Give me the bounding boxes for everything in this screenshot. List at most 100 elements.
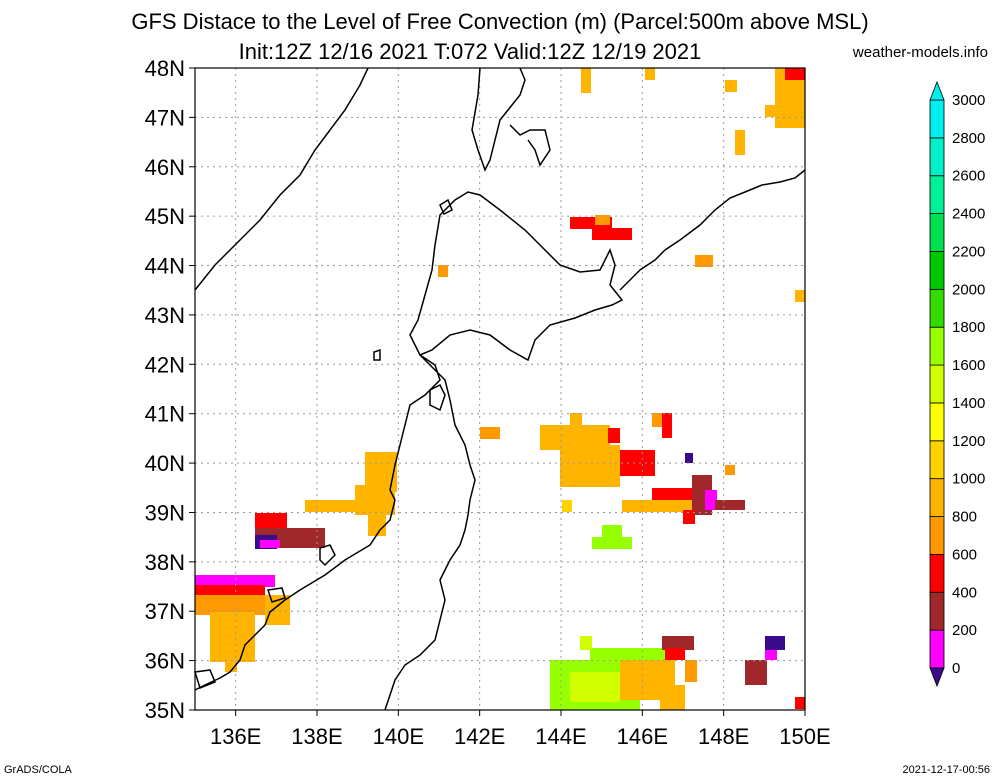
fill-patch (608, 428, 620, 443)
fill-patch (795, 290, 805, 302)
brand-text: weather-models.info (852, 44, 988, 61)
colorbar-segment (929, 137, 945, 177)
fill-patch (195, 585, 265, 597)
lon-label: 146E (617, 724, 668, 749)
lat-label: 36N (145, 649, 185, 674)
colorbar-segment (929, 175, 945, 215)
lat-label: 45N (145, 204, 185, 229)
mainland-coastline (194, 67, 369, 291)
fill-patch (438, 265, 448, 277)
lat-label: 41N (145, 402, 185, 427)
sakhalin-coastline (471, 67, 551, 172)
colorbar-label: 1800 (952, 319, 985, 336)
colorbar-segment (929, 288, 945, 328)
lat-label: 37N (145, 599, 185, 624)
fill-patch (595, 215, 610, 225)
colorbar-bottom-arrow (929, 667, 945, 688)
colorbar-segment (929, 516, 945, 555)
fill-patch (645, 68, 655, 80)
colorbar-label: 2000 (952, 281, 985, 298)
fill-patch (225, 658, 237, 672)
lon-label: 138E (291, 724, 342, 749)
colorbar-label: 2400 (952, 206, 985, 223)
fill-patch (735, 130, 745, 155)
fill-patch (725, 80, 737, 92)
fill-patch (622, 500, 702, 512)
lat-label: 43N (145, 303, 185, 328)
lon-label: 144E (535, 724, 586, 749)
fill-patch (685, 453, 693, 463)
oki-island (267, 587, 286, 603)
lon-label: 136E (210, 724, 261, 749)
fill-patch (665, 648, 685, 660)
colorbar-label: 1400 (952, 395, 985, 412)
sado-island (319, 544, 336, 567)
fill-patch (715, 500, 745, 510)
fill-patch (305, 500, 365, 512)
colorbar-segment (929, 251, 945, 290)
fill-patch (210, 612, 255, 662)
colorbar-segment (929, 326, 945, 366)
fill-patch (795, 697, 805, 709)
footer-credit: GrADS/COLA (4, 764, 72, 776)
fill-patch (580, 636, 592, 650)
lat-label: 38N (145, 550, 185, 575)
fill-patch (562, 500, 572, 512)
fill-patch (745, 660, 767, 685)
colorbar-label: 1000 (952, 471, 985, 488)
noto-peninsula (194, 669, 216, 689)
fill-patch (652, 488, 692, 500)
footer-timestamp: 2021-12-17-00:56 (902, 764, 990, 776)
colorbar-label: 800 (952, 509, 977, 526)
lon-label-layer: 136E 138E 140E 142E 144E 146E 148E 150E (210, 710, 831, 749)
lat-label: 47N (145, 105, 185, 130)
fill-patch (195, 595, 265, 615)
lat-label: 44N (145, 254, 185, 279)
colorbar-segment (929, 554, 945, 593)
lat-label: 46N (145, 155, 185, 180)
colorbar-segment (929, 629, 945, 669)
colorbar: 0 200 400 600 800 1000 1200 1400 1600 1800 2000 220… (929, 80, 985, 688)
fill-patch (620, 450, 655, 476)
fill-patch (695, 255, 713, 267)
colorbar-label: 2600 (952, 168, 985, 185)
lon-label: 142E (454, 724, 505, 749)
colorbar-label: 1600 (952, 357, 985, 374)
tsugaru-peninsula (429, 383, 446, 412)
colorbar-segment (929, 364, 945, 404)
chart-subtitle: Init:12Z 12/16 2021 T:072 Valid:12Z 12/1… (238, 39, 702, 64)
lfc-fill-layer (195, 68, 805, 710)
fill-patch (560, 445, 620, 487)
fill-patch (725, 465, 735, 475)
lat-label: 35N (145, 698, 185, 723)
fill-patch (480, 427, 500, 439)
colorbar-segment (929, 591, 945, 631)
fill-patch (365, 452, 397, 492)
chart-title: GFS Distace to the Level of Free Convect… (131, 9, 869, 34)
colorbar-segment (929, 99, 945, 139)
fill-patch (705, 490, 717, 510)
colorbar-segment (929, 402, 945, 442)
colorbar-label: 3000 (952, 92, 985, 109)
lat-label: 42N (145, 352, 185, 377)
fill-patch (602, 525, 622, 539)
lat-label: 48N (145, 56, 185, 81)
colorbar-label: 2200 (952, 243, 985, 260)
colorbar-label: 1200 (952, 433, 985, 450)
fill-patch (765, 105, 780, 117)
fill-patch (581, 68, 591, 93)
colorbar-segment (929, 440, 945, 480)
colorbar-top-arrow (929, 80, 945, 101)
fill-patch (592, 537, 632, 549)
colorbar-label: 2800 (952, 130, 985, 147)
fill-patch (570, 413, 582, 427)
fill-patch (368, 510, 386, 536)
colorbar-segment (929, 478, 945, 517)
map-frame (194, 67, 806, 711)
fill-patch (683, 510, 695, 524)
colorbar-label: 200 (952, 622, 977, 639)
fill-patch (662, 413, 672, 438)
kuril-coastline (619, 169, 806, 291)
lon-label: 140E (373, 724, 424, 749)
